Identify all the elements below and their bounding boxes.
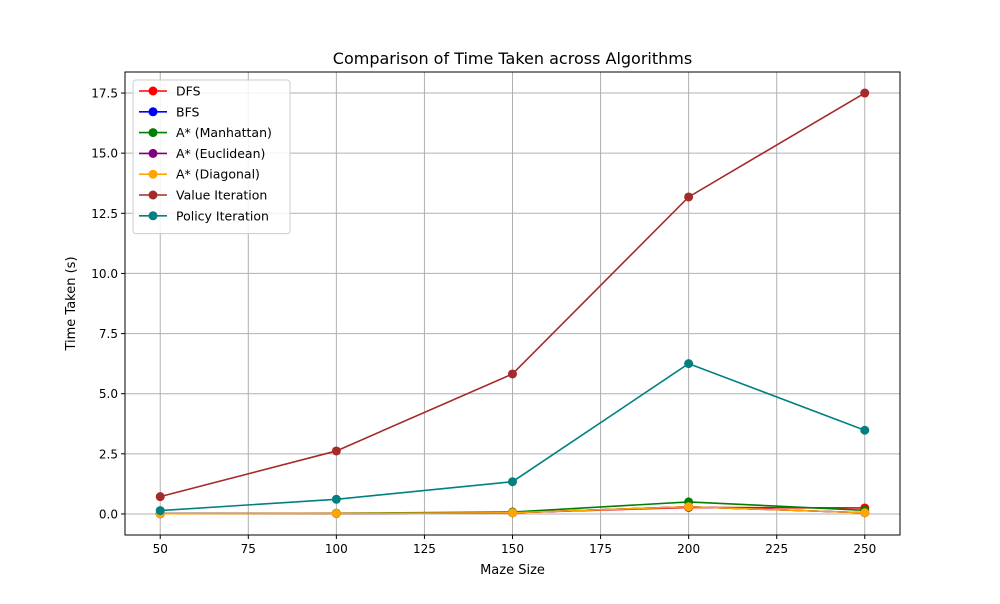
y-tick-label: 17.5 [91,87,118,101]
legend-marker [148,148,158,158]
grid [125,72,900,535]
legend-label: Value Iteration [176,188,267,203]
legend-label: A* (Diagonal) [176,167,260,182]
x-tick-label: 250 [853,542,876,556]
data-point [155,492,165,502]
plot-series [155,88,870,519]
y-tick-label: 0.0 [99,507,118,521]
x-tick-label: 100 [325,542,348,556]
x-axis-label: Maze Size [480,563,545,578]
legend-marker [148,128,158,138]
data-point [331,508,341,518]
legend-marker [148,86,158,96]
x-tick-label: 75 [241,542,256,556]
y-tick-label: 7.5 [99,327,118,341]
data-point [684,502,694,512]
legend-label: Policy Iteration [176,208,269,223]
data-point [331,494,341,504]
y-axis-label: Time Taken (s) [64,256,79,351]
x-tick-label: 225 [765,542,788,556]
legend-label: BFS [176,104,200,119]
y-tick-label: 15.0 [91,147,118,161]
legend-marker [148,169,158,179]
data-point [684,192,694,202]
legend-marker [148,211,158,221]
data-point [860,508,870,518]
legend-marker [148,107,158,117]
x-tick-label: 175 [589,542,612,556]
y-tick-label: 10.0 [91,267,118,281]
x-tick-label: 150 [501,542,524,556]
y-tick-label: 12.5 [91,207,118,221]
x-tick-label: 200 [677,542,700,556]
data-point [508,369,517,379]
legend-label: DFS [176,84,201,99]
chart-title: Comparison of Time Taken across Algorith… [333,49,692,68]
data-point [331,446,341,456]
data-point [155,506,165,516]
y-tick-label: 5.0 [99,387,118,401]
axis-ticks: 50 75 100 125 150 175 200 225 250 0.0 2.5 5.0 7.5 10.… [91,87,876,556]
legend: DFS BFS A* (Manhattan) A* (Euclidean) A* (Di… [132,79,291,235]
data-point [860,425,870,435]
data-point [508,477,517,487]
legend-label: A* (Euclidean) [176,146,265,161]
data-point [508,508,517,518]
y-tick-label: 2.5 [99,447,118,461]
legend-marker [148,190,158,200]
legend-box [132,79,291,235]
data-point [860,88,870,98]
legend-label: A* (Manhattan) [176,125,272,140]
x-tick-label: 50 [153,542,168,556]
x-tick-label: 125 [413,542,436,556]
data-point [684,359,694,369]
